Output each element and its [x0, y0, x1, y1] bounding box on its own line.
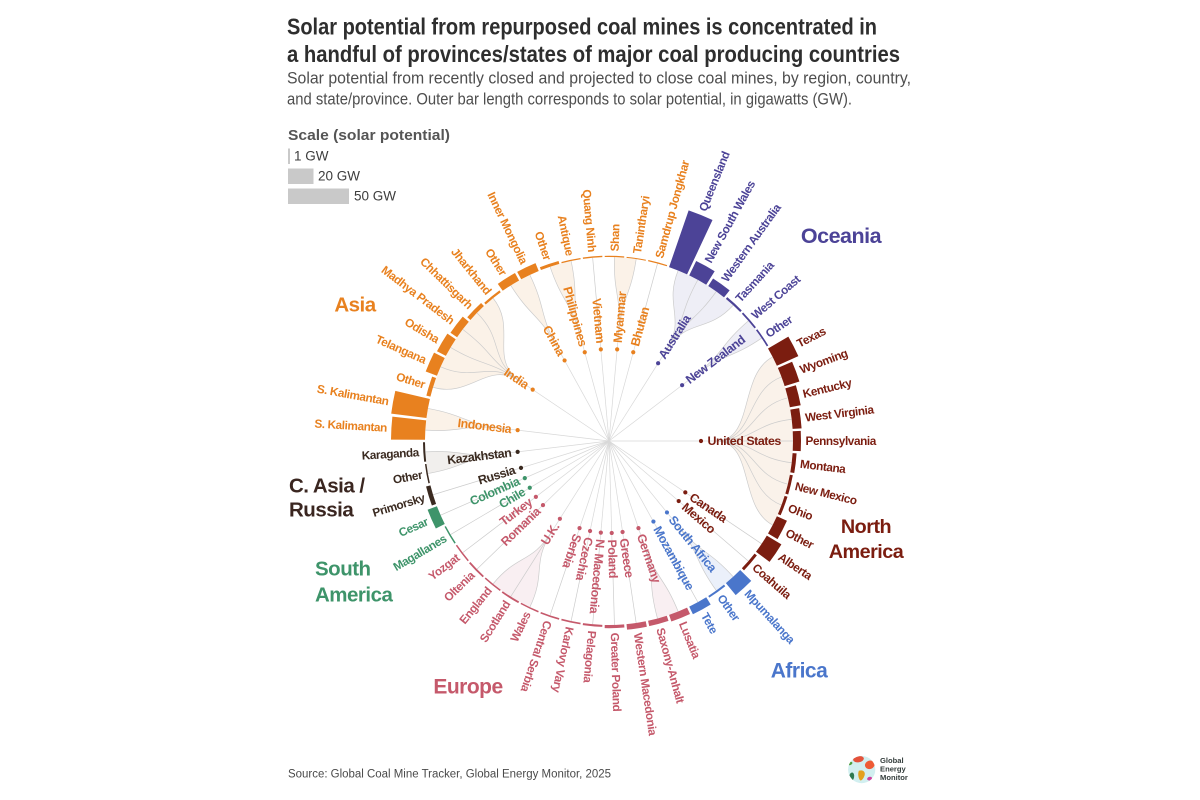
- svg-text:America: America: [315, 584, 394, 607]
- svg-text:Scale (solar potential): Scale (solar potential): [288, 128, 450, 144]
- svg-text:Solar potential from repurpose: Solar potential from repurposed coal min…: [287, 14, 877, 40]
- svg-text:Greece: Greece: [617, 537, 637, 579]
- svg-text:Africa: Africa: [771, 660, 828, 683]
- svg-text:Global: Global: [880, 756, 904, 765]
- svg-text:Energy: Energy: [880, 765, 907, 774]
- svg-text:Karaganda: Karaganda: [361, 445, 420, 462]
- svg-text:Shan: Shan: [608, 224, 623, 252]
- svg-text:50 GW: 50 GW: [354, 189, 396, 204]
- svg-text:Greater Poland: Greater Poland: [608, 632, 624, 711]
- svg-text:Quang Ninh: Quang Ninh: [580, 189, 600, 253]
- svg-text:Source: Global Coal Mine Track: Source: Global Coal Mine Tracker, Global…: [288, 769, 611, 781]
- svg-text:Russia: Russia: [289, 499, 354, 522]
- svg-text:Europe: Europe: [433, 676, 502, 699]
- svg-text:Other: Other: [392, 468, 424, 487]
- svg-text:C. Asia /: C. Asia /: [289, 475, 365, 498]
- svg-text:and state/province. Outer bar: and state/province. Outer bar length cor…: [287, 90, 852, 108]
- svg-text:Pennsylvania: Pennsylvania: [806, 434, 877, 448]
- svg-text:Asia: Asia: [334, 294, 376, 317]
- svg-text:Solar potential from recently: Solar potential from recently closed and…: [287, 69, 911, 87]
- svg-text:Oceania: Oceania: [801, 224, 883, 248]
- svg-text:Montana: Montana: [799, 457, 847, 476]
- svg-text:S. Kalimantan: S. Kalimantan: [314, 417, 387, 435]
- svg-text:Pelagonia: Pelagonia: [580, 630, 599, 684]
- svg-text:Indonesia: Indonesia: [457, 416, 513, 436]
- svg-text:South: South: [315, 558, 371, 581]
- svg-text:Vietnam: Vietnam: [589, 298, 607, 344]
- svg-text:America: America: [829, 541, 905, 563]
- svg-text:N. Macedonia: N. Macedonia: [587, 538, 608, 614]
- svg-text:United States: United States: [708, 434, 782, 448]
- svg-text:Poland: Poland: [605, 539, 620, 578]
- svg-text:Myanmar: Myanmar: [611, 291, 630, 344]
- svg-text:North: North: [841, 516, 891, 538]
- svg-text:20 GW: 20 GW: [318, 169, 360, 184]
- svg-text:Monitor: Monitor: [880, 773, 908, 782]
- svg-text:a handful of provinces/states: a handful of provinces/states of major c…: [287, 41, 900, 67]
- svg-text:1 GW: 1 GW: [294, 149, 329, 164]
